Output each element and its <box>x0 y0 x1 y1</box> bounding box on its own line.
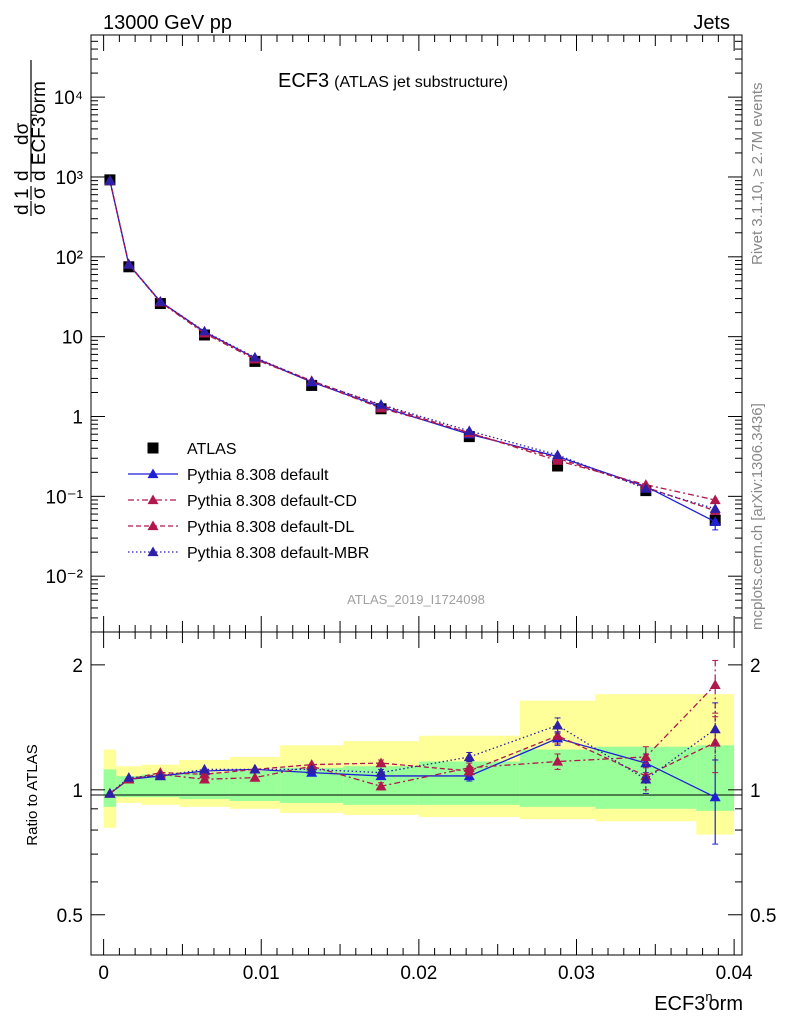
main-panel-frame <box>90 34 743 633</box>
ratio-y-tick-label: 0.5 <box>57 906 83 927</box>
mc-point <box>709 791 721 802</box>
data-point <box>552 460 564 472</box>
header-right: Jets <box>693 12 730 34</box>
mc-point <box>198 768 210 779</box>
legend-label: Pythia 8.308 default-CD <box>187 493 357 510</box>
x-tick-label: 0.03 <box>558 963 595 984</box>
mc-point <box>154 770 166 781</box>
mc-point <box>709 723 721 734</box>
legend-marker <box>147 468 159 479</box>
mc-point <box>709 737 721 747</box>
mc-point <box>552 756 564 766</box>
y-tick-label: 10⁴ <box>54 88 83 109</box>
svg-text:σ: σ <box>29 187 50 199</box>
mc-point <box>552 719 564 730</box>
mc-point <box>375 399 387 409</box>
x-tick-label: 0 <box>98 963 109 984</box>
mc-point <box>306 763 318 774</box>
band-green-bin <box>141 774 180 798</box>
ratio-y-tick-label: 2 <box>72 656 83 677</box>
main-ylabel: d σ 1 σ d d ECF3norm dσ <box>12 60 50 216</box>
mc-point <box>375 757 387 768</box>
mc-point <box>552 449 564 460</box>
legend-label: ATLAS <box>187 441 237 458</box>
series-line <box>109 180 716 510</box>
y-tick-label: 10 <box>62 328 83 349</box>
mc-point <box>249 772 261 782</box>
mc-point <box>463 425 475 436</box>
mc-point <box>709 503 721 513</box>
ratio-ylabel: Ratio to ATLAS <box>24 744 41 845</box>
mc-point <box>709 516 721 526</box>
legend-marker <box>147 520 159 531</box>
y-tick-label: 10² <box>56 248 83 269</box>
y-tick-label: 1 <box>72 408 83 429</box>
mcplots-label: mcplots.cern.ch [arXiv:1306.3436] <box>749 403 766 630</box>
analysis-watermark: ATLAS_2019_I1724098 <box>347 592 485 607</box>
ratio-y-tick-label-right: 2 <box>750 656 761 677</box>
ratio-y-tick-label-right: 0.5 <box>750 906 776 927</box>
mc-point <box>375 767 387 777</box>
mc-point <box>640 773 652 784</box>
y-tick-label: 10³ <box>56 168 83 189</box>
chart-title-main: ECF3 <box>278 70 329 92</box>
svg-text:d: d <box>12 170 33 181</box>
y-tick-label: 10⁻¹ <box>46 487 84 508</box>
mc-point <box>104 787 116 798</box>
band-green-bin <box>116 775 142 798</box>
mc-point <box>640 751 652 762</box>
mc-point <box>154 296 166 306</box>
ratio-panel-frame <box>90 631 743 956</box>
main-axes: 10⁻² 10⁻¹ 1 10 10² 10³ 10⁴ <box>46 34 742 633</box>
svg-text:σ: σ <box>29 203 50 215</box>
legend-label: Pythia 8.308 default-DL <box>187 519 354 536</box>
mc-point <box>375 780 387 791</box>
series-line <box>109 684 716 794</box>
ratio-series <box>104 659 721 845</box>
mc-point <box>463 751 475 762</box>
chart-title-sub: (ATLAS jet substructure) <box>334 74 508 91</box>
legend-marker <box>147 546 159 557</box>
mc-point <box>709 494 721 505</box>
svg-text:d ECF3norm: d ECF3norm <box>26 81 50 181</box>
legend-marker <box>147 494 159 505</box>
chart-title: ECF3 (ATLAS jet substructure) <box>278 70 508 92</box>
mc-point <box>709 679 721 689</box>
mc-point <box>249 351 261 362</box>
mc-point <box>640 483 652 493</box>
mc-point <box>198 325 210 336</box>
mc-point <box>463 765 475 776</box>
y-tick-label: 10⁻² <box>46 567 84 588</box>
header-left: 13000 GeV pp <box>103 12 232 34</box>
legend: ATLAS Pythia 8.308 default Pythia 8.308 de… <box>128 441 369 562</box>
ratio-y-tick-label-right: 1 <box>750 781 761 802</box>
rivet-label: Rivet 3.1.10, ≥ 2.7M events <box>749 83 766 266</box>
svg-text:dσ: dσ <box>12 122 33 145</box>
legend-label: Pythia 8.308 default <box>187 467 329 484</box>
x-tick-label: 0.01 <box>243 963 280 984</box>
svg-text:1: 1 <box>12 188 33 199</box>
mc-point <box>198 763 210 774</box>
ratio-bands <box>103 694 735 835</box>
ratio-axes: 0 0.01 0.02 0.03 0.04 0.5 0.5 1 1 2 2 <box>57 632 776 984</box>
mc-point <box>198 773 210 784</box>
svg-text:d: d <box>12 204 33 215</box>
legend-label: Pythia 8.308 default-MBR <box>187 545 369 562</box>
mc-point <box>306 375 318 386</box>
mc-point <box>104 175 116 185</box>
legend-marker <box>147 442 159 454</box>
mc-point <box>249 763 261 774</box>
mc-point <box>123 772 135 782</box>
x-tick-label: 0.02 <box>400 963 437 984</box>
ratio-y-tick-label: 1 <box>72 781 83 802</box>
x-axis-label: ECF3norm <box>654 989 743 1015</box>
series-line <box>109 180 716 512</box>
x-tick-label: 0.04 <box>716 963 753 984</box>
mc-point <box>123 259 135 269</box>
mc-point <box>552 730 564 740</box>
main-series <box>104 174 721 531</box>
